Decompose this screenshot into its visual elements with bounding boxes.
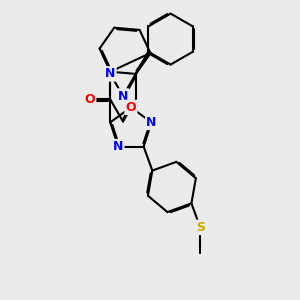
Text: S: S	[196, 221, 205, 234]
Text: N: N	[113, 140, 123, 153]
Text: N: N	[146, 116, 157, 129]
Text: O: O	[85, 93, 95, 106]
Text: N: N	[118, 89, 128, 103]
Text: O: O	[126, 101, 136, 114]
Text: N: N	[105, 68, 116, 80]
